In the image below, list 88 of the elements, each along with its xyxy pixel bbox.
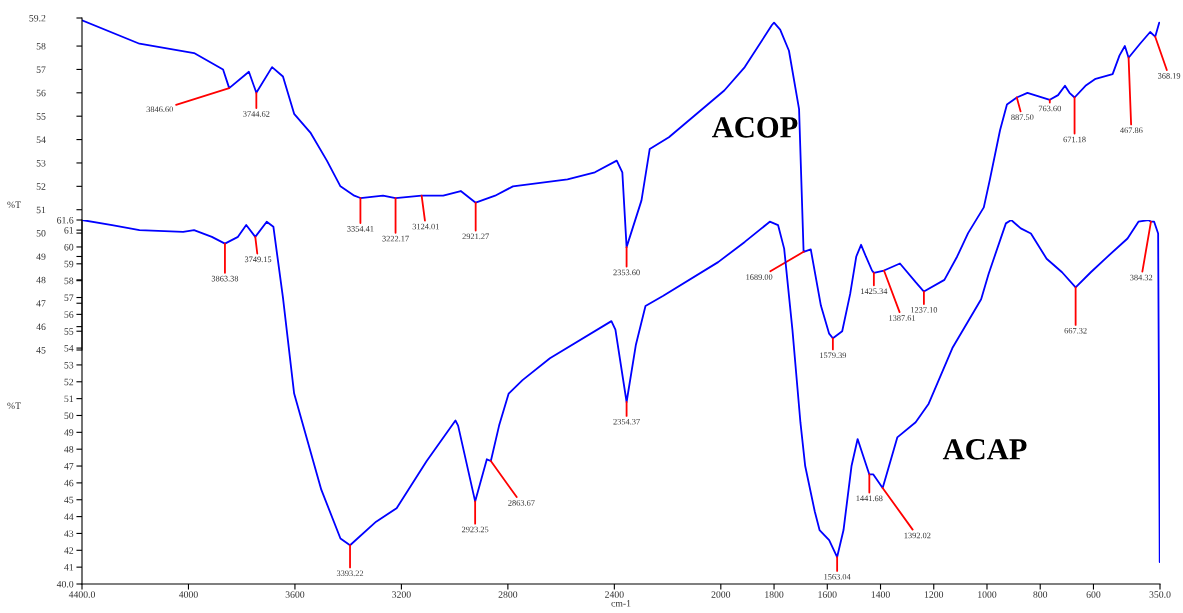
annotation: 2923.25 (461, 526, 489, 533)
y-tick-label: 45 (64, 496, 74, 504)
x-tick-label: 4000 (178, 591, 198, 598)
y-tick-label: 50 (64, 412, 74, 419)
y-tick-label: 52 (64, 378, 74, 386)
annotation: 384.32 (1130, 274, 1153, 281)
x-tick-label: 4400.0 (68, 591, 95, 598)
y-tick-label: 46 (36, 323, 46, 331)
y-axis-title: %T (7, 402, 21, 410)
annotation: 3863.38 (211, 275, 239, 282)
x-tick-label: 3600 (285, 591, 305, 598)
y-axis-title: %T (7, 201, 21, 209)
y-tick-label: 56 (36, 89, 46, 97)
annotation: 3846.60 (146, 106, 173, 113)
x-tick-label: 600 (1086, 591, 1101, 598)
y-tick-label: 45 (36, 346, 46, 354)
y-tick-label: 61 (64, 227, 74, 234)
series-label: ACAP (942, 439, 1027, 460)
annotation: 763.60 (1038, 105, 1061, 112)
y-tick-label: 42 (64, 547, 74, 554)
y-tick-label: 43 (64, 530, 74, 537)
annotation: 887.50 (1011, 114, 1034, 121)
series-label: ACOP (712, 117, 798, 138)
annotation: 1392.02 (904, 532, 931, 539)
annotation: 3744.62 (243, 111, 270, 117)
y-tick-label: 56 (64, 311, 74, 318)
x-tick-label: 1800 (765, 591, 784, 598)
y-tick-label: 46 (64, 479, 74, 487)
y-tick-label: 54 (36, 136, 46, 144)
annotation: 667.32 (1064, 327, 1087, 334)
y-tick-label: 52 (36, 183, 46, 190)
annotation: 1387.61 (889, 315, 916, 321)
y-tick-label: 57 (36, 66, 46, 73)
x-tick-label: 1000 (978, 591, 997, 598)
line-series (82, 220, 1160, 563)
x-axis-title: cm-1 (611, 600, 631, 607)
annotation: 3222.17 (382, 235, 409, 242)
y-tick-label: 58 (64, 277, 74, 285)
y-tick-label: 40.0 (56, 580, 74, 588)
x-tick-label: 800 (1033, 591, 1048, 598)
annotation: 368.19 (1158, 73, 1181, 79)
y-tick-label: 61.6 (57, 216, 74, 224)
y-tick-label: 53 (36, 159, 46, 167)
y-tick-label: 49 (36, 253, 46, 260)
y-tick-label: 59 (64, 260, 74, 268)
x-tick-label: 2400 (605, 591, 624, 598)
x-tick-label: 1400 (871, 591, 890, 598)
y-tick-label: 59.2 (29, 14, 46, 22)
annotation: 2863.67 (508, 500, 535, 506)
y-tick-label: 49 (64, 429, 74, 436)
annotation: 3354.41 (347, 226, 374, 232)
y-tick-label: 50 (36, 230, 46, 237)
y-tick-label: 48 (36, 276, 46, 284)
annotation: 1689.00 (746, 274, 773, 280)
y-tick-label: 51 (36, 206, 46, 214)
annotation: 1563.04 (824, 573, 851, 580)
y-tick-label: 47 (64, 463, 74, 470)
x-tick-label: 1200 (924, 591, 944, 598)
y-tick-label: 48 (64, 446, 74, 453)
annotation: 3393.22 (336, 570, 364, 577)
y-tick-label: 41 (64, 564, 74, 571)
y-tick-label: 55 (64, 328, 74, 335)
annotation: 2353.60 (613, 269, 640, 276)
y-tick-label: 44 (64, 513, 74, 520)
y-tick-label: 55 (36, 113, 46, 120)
annotation: 671.18 (1063, 136, 1086, 143)
y-tick-label: 60 (64, 243, 74, 251)
y-tick-label: 54 (64, 345, 74, 352)
annotation: 2921.27 (462, 233, 489, 240)
x-tick-label: 350.0 (1149, 591, 1171, 598)
y-tick-label: 58 (36, 42, 46, 50)
x-tick-label: 2000 (711, 591, 731, 598)
y-tick-label: 53 (64, 361, 74, 369)
x-tick-label: 3200 (392, 591, 411, 598)
annotation: 3749.15 (244, 256, 272, 263)
x-tick-label: 1600 (818, 591, 837, 598)
y-tick-label: 57 (64, 294, 74, 301)
annotation: 1425.34 (861, 288, 888, 295)
annotation: 2354.37 (613, 418, 640, 425)
annotation: 1237.10 (911, 307, 938, 313)
line-series (82, 19, 1160, 340)
annotation: 1441.68 (856, 495, 883, 502)
y-tick-label: 47 (36, 300, 46, 307)
annotation: 1579.39 (820, 352, 847, 359)
annotation: 467.86 (1120, 127, 1143, 134)
x-tick-label: 2800 (498, 591, 518, 598)
annotation: 3124.01 (412, 223, 439, 230)
y-tick-label: 51 (64, 395, 74, 403)
